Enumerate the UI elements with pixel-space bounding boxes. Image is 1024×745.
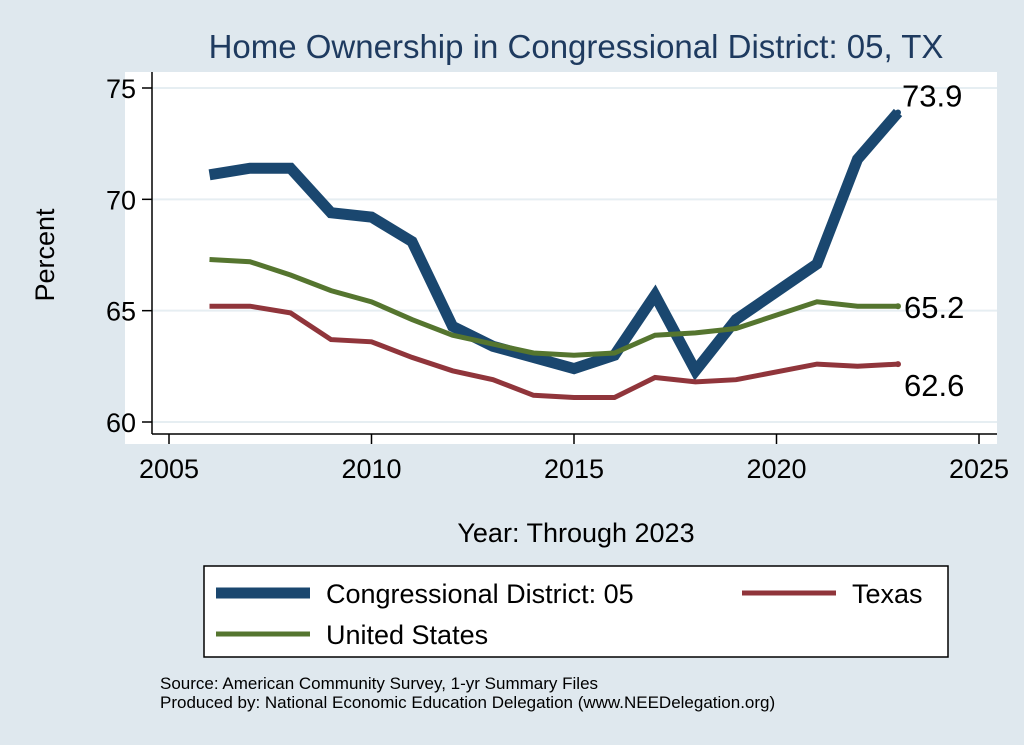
x-tick-label-2015: 2015	[544, 454, 604, 484]
series-line-texas	[209, 303, 899, 400]
y-tick-label-70: 70	[106, 185, 136, 215]
source-note: Source: American Community Survey, 1-yr …	[160, 674, 598, 693]
end-label-united-states: 65.2	[904, 290, 964, 325]
end-label-congressional-district-05: 73.9	[902, 78, 962, 113]
y-axis-label: Percent	[30, 208, 60, 302]
produced-by-note: Produced by: National Economic Education…	[160, 693, 775, 712]
legend-label-united-states: United States	[326, 620, 488, 650]
end-point-united-states	[895, 303, 901, 310]
end-point-texas	[895, 361, 901, 368]
y-tick-label-60: 60	[106, 408, 136, 438]
legend: Congressional District: 05 Texas United St…	[216, 579, 923, 650]
x-axis-label: Year: Through 2023	[457, 518, 694, 548]
end-point-congressional-district-05	[895, 109, 901, 116]
x-tick-label-2005: 2005	[139, 454, 199, 484]
series-lines	[208, 108, 903, 400]
gridlines	[152, 87, 997, 423]
x-axis-ticks: 2005 2010 2015 2020 2025	[139, 434, 1009, 484]
x-tick-label-2025: 2025	[949, 454, 1009, 484]
y-axis-ticks: 60 65 70 75	[106, 74, 152, 438]
x-tick-label-2010: 2010	[341, 454, 401, 484]
legend-box	[203, 565, 949, 658]
y-tick-label-75: 75	[106, 74, 136, 104]
series-line-united-states	[209, 257, 898, 358]
y-tick-label-65: 65	[106, 297, 136, 327]
end-labels: 73.9 62.6 65.2	[902, 78, 964, 403]
x-tick-label-2020: 2020	[746, 454, 806, 484]
end-label-texas: 62.6	[904, 368, 964, 403]
legend-label-congressional-district-05: Congressional District: 05	[326, 579, 634, 609]
plot-area	[125, 72, 997, 444]
chart-title: Home Ownership in Congressional District…	[209, 28, 944, 65]
legend-label-texas: Texas	[852, 579, 923, 609]
series-line-congressional-district-05	[208, 108, 903, 381]
